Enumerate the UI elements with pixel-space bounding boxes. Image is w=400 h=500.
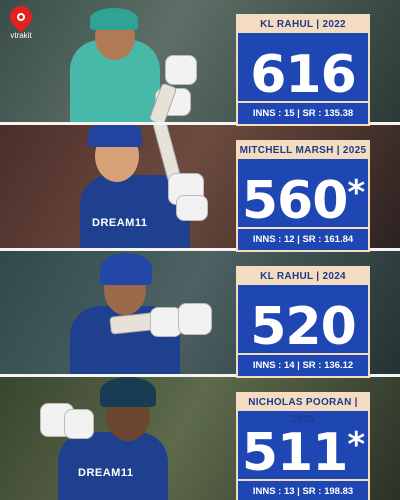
stat-card: NICHOLAS POORAN | 2025 511* INNS : 13 | … [236,392,370,500]
jersey-sponsor-text: DREAM11 [92,217,148,229]
runs-value: 520 [238,285,368,357]
fire-drop-icon [5,1,37,33]
brand-logo-text: vtrakit [10,31,32,40]
innings-strike-rate: INNS : 15 | SR : 135.38 [238,101,368,124]
player-season-label: KL RAHUL | 2024 [260,271,346,282]
stat-card: KL RAHUL | 2022 616 INNS : 15 | SR : 135… [236,14,370,126]
innings-strike-rate: INNS : 13 | SR : 198.83 [238,479,368,500]
innings-strike-rate: INNS : 12 | SR : 161.84 [238,227,368,250]
not-out-asterisk: * [347,425,365,465]
divider [0,374,400,377]
not-out-asterisk: * [347,173,365,213]
stat-card: MITCHELL MARSH | 2025 560* INNS : 12 | S… [236,140,370,252]
player-season-label: KL RAHUL | 2022 [260,19,346,30]
runs-value: 511* [238,411,368,483]
jersey-sponsor-text: DREAM11 [78,467,134,479]
player-season-label: NICHOLAS POORAN | 2025 [248,397,358,425]
brand-logo: vtrakit [5,1,37,40]
stat-card: KL RAHUL | 2024 520 INNS : 14 | SR : 136… [236,266,370,378]
runs-value: 560* [238,159,368,231]
innings-strike-rate: INNS : 14 | SR : 136.12 [238,353,368,376]
player-season-label: MITCHELL MARSH | 2025 [239,145,367,156]
divider [0,122,400,125]
divider [0,248,400,251]
runs-value: 616 [238,33,368,105]
